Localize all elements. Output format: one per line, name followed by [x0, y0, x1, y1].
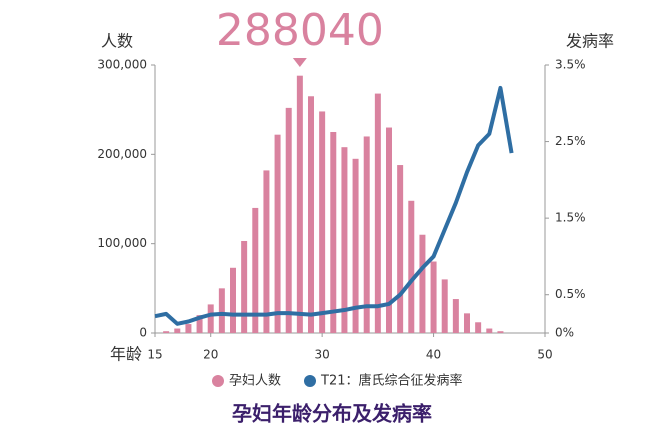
bar — [274, 134, 281, 333]
line — [154, 85, 514, 326]
chart-title: 孕妇年龄分布及发病率 — [232, 402, 432, 426]
legend-label: T21：唐氏综合征发病率 — [320, 373, 462, 389]
bar — [263, 170, 270, 333]
bar — [464, 313, 470, 333]
y-tick-label: 100,000 — [97, 236, 147, 250]
y2-tick-label: 1.5% — [555, 211, 586, 225]
bar — [441, 279, 448, 333]
bar — [486, 328, 493, 333]
x-tick-label: 50 — [537, 348, 552, 362]
bar — [241, 240, 248, 333]
x-tick-label: 40 — [426, 348, 441, 362]
x-tick-label: 30 — [315, 348, 330, 362]
y2-tick-label: 2.5% — [555, 134, 586, 148]
bar — [419, 234, 426, 333]
bar — [497, 331, 504, 333]
bar — [408, 200, 415, 333]
peak-label: 288040 — [216, 5, 384, 56]
bar — [430, 261, 437, 333]
bar — [308, 96, 314, 334]
bar — [352, 158, 359, 333]
bar — [285, 107, 292, 333]
legend-swatch — [212, 375, 224, 387]
x-axis-title: 年龄 — [110, 345, 142, 364]
bar — [363, 136, 370, 333]
legend-swatch — [304, 375, 316, 387]
bar — [341, 147, 348, 333]
peak-marker — [292, 58, 307, 67]
bar — [163, 331, 170, 333]
bar — [397, 165, 404, 333]
bar — [196, 315, 203, 333]
bar — [207, 304, 214, 333]
x-tick-label: 20 — [203, 348, 218, 362]
y-tick-label: 200,000 — [97, 147, 147, 161]
y-axis-title: 人数 — [101, 32, 133, 51]
bar — [386, 127, 392, 334]
y-tick-label: 0 — [139, 326, 147, 340]
bar — [174, 328, 181, 333]
bar — [319, 111, 326, 333]
bar — [252, 207, 259, 333]
y2-tick-label: 0.5% — [555, 287, 586, 301]
bar — [330, 132, 337, 333]
y-tick-label: 300,000 — [97, 58, 147, 72]
bar — [296, 75, 303, 333]
y2-axis-title: 发病率 — [566, 32, 614, 51]
bar — [475, 322, 482, 333]
y2-tick-label: 3.5% — [555, 58, 586, 72]
bar — [218, 288, 225, 333]
bar — [374, 93, 381, 333]
bar — [185, 324, 192, 333]
bar — [452, 299, 459, 333]
y2-tick-label: 0% — [555, 326, 574, 340]
x-tick-label: 15 — [147, 348, 162, 362]
legend-label: 孕妇人数 — [229, 373, 281, 389]
bar — [230, 267, 236, 333]
